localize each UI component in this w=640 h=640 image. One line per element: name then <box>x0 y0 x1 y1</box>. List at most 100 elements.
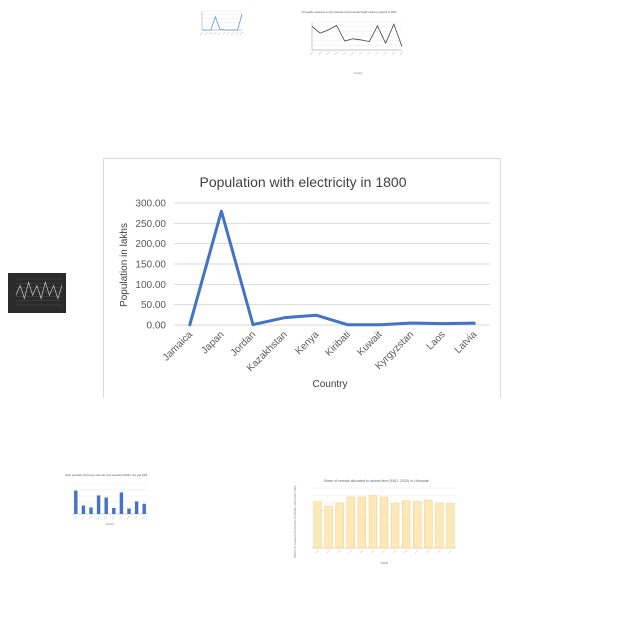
thumbnail-line-chart-blue[interactable] <box>188 6 248 40</box>
chart-title: Population with electricity in 1800 <box>199 174 406 190</box>
x-tick-label: Kuwait <box>356 329 385 358</box>
thumb-x-tick <box>222 32 225 35</box>
thumb-x-tick <box>227 32 230 35</box>
thumb-x-tick <box>343 52 346 55</box>
thumbnail-line-chart-blue-svg <box>188 6 248 40</box>
thumbnail-urban-population-bar-chart[interactable]: Urban population (%) living in cities wi… <box>62 470 150 526</box>
thumb-bar <box>127 509 130 514</box>
thumb-x-tick <box>127 516 130 519</box>
thumb-x-tick <box>326 52 329 55</box>
main-line-chart: Population with electricity in 1800 Popu… <box>104 159 501 398</box>
thumb-bar <box>436 503 444 548</box>
thumb-x-tick <box>231 32 234 35</box>
thumb-x-tick <box>437 550 440 553</box>
thumb-x-tick <box>209 32 212 35</box>
thumb-x-tick <box>119 516 122 519</box>
thumb-x-tick <box>218 32 221 35</box>
thumb-bar <box>89 507 92 514</box>
thumb-x-tick <box>426 550 429 553</box>
thumb-bar <box>336 503 344 548</box>
y-axis-label: Population in lakhs <box>119 223 130 307</box>
thumb-x-tick <box>448 550 451 553</box>
thumb-x-tick <box>74 516 77 519</box>
thumbnail-cereals-xlabel: YEAR <box>380 561 389 565</box>
thumb-bar <box>424 500 432 548</box>
thumb-x-tick <box>384 52 387 55</box>
thumb-bar <box>413 502 421 549</box>
y-tick-label: 100.00 <box>135 280 166 291</box>
thumb-x-tick <box>359 52 362 55</box>
thumb-bar <box>347 497 355 548</box>
thumb-x-tick <box>371 550 374 553</box>
x-tick-label: Kiribati <box>324 329 353 358</box>
y-tick-label: 300.00 <box>135 199 166 210</box>
thumbnail-air-quality-chart-svg: Air quality measures on the national env… <box>290 8 408 76</box>
thumb-series-line <box>202 14 242 30</box>
thumb-x-tick <box>310 52 313 55</box>
thumb-bar <box>97 495 100 514</box>
thumb-x-tick <box>351 52 354 55</box>
thumb-x-tick <box>97 516 100 519</box>
x-tick-label: Japan <box>199 329 226 356</box>
thumb-series-line <box>16 282 62 298</box>
thumb-x-tick <box>367 52 370 55</box>
thumb-x-tick <box>392 52 395 55</box>
thumb-x-tick <box>400 52 403 55</box>
thumb-x-tick <box>349 550 352 553</box>
thumbnail-urban-population-svg: Urban population (%) living in cities wi… <box>62 470 150 526</box>
thumb-x-tick <box>360 550 363 553</box>
y-tick-label: 0.00 <box>147 321 167 332</box>
thumb-bar <box>391 503 399 548</box>
thumb-series-line <box>312 24 402 46</box>
thumbnail-urban-population-title: Urban population (%) living in cities wi… <box>65 474 148 477</box>
thumb-x-tick <box>404 550 407 553</box>
thumb-bar <box>135 501 138 514</box>
thumb-x-tick <box>318 52 321 55</box>
thumb-x-tick <box>89 516 92 519</box>
thumbnail-dark-line-chart-svg <box>8 273 66 313</box>
thumb-x-tick <box>135 516 138 519</box>
x-tick-label: Jordan <box>229 329 258 358</box>
thumb-bar <box>112 508 115 514</box>
thumb-x-tick <box>104 516 107 519</box>
thumb-x-tick <box>236 32 239 35</box>
series-line <box>190 211 474 325</box>
x-axis-label: Country <box>312 379 347 390</box>
thumb-bar <box>104 498 107 515</box>
thumb-x-tick <box>393 550 396 553</box>
y-tick-label: 50.00 <box>141 300 166 311</box>
y-tick-label: 200.00 <box>135 239 166 250</box>
thumb-bar <box>369 496 377 549</box>
thumb-bar <box>325 506 333 548</box>
thumbnail-air-quality-xlabel: Country <box>353 71 363 75</box>
thumb-bar <box>402 501 410 548</box>
thumb-x-tick <box>382 550 385 553</box>
thumbnail-cereals-ylabel: SHARE OF CEREALS ALLOCATED TO ANIMAL FEE… <box>294 486 297 559</box>
thumbnail-air-quality-chart[interactable]: Air quality measures on the national env… <box>290 8 408 76</box>
thumb-x-tick <box>81 516 84 519</box>
x-tick-label: Latvia <box>453 329 480 356</box>
thumbnail-cereals-title: Share of cereals allocated to animal fee… <box>323 479 428 483</box>
y-tick-label: 250.00 <box>135 219 166 230</box>
thumb-x-tick <box>375 52 378 55</box>
main-chart-panel: Population with electricity in 1800 Popu… <box>103 158 501 398</box>
thumb-x-tick <box>142 516 145 519</box>
thumbnail-urban-population-xlabel: Country <box>106 523 115 526</box>
y-tick-label: 150.00 <box>135 260 166 271</box>
thumb-x-tick <box>240 32 243 35</box>
thumbnail-cereals-bar-chart[interactable]: Share of cereals allocated to animal fee… <box>290 474 462 566</box>
thumb-x-tick <box>415 550 418 553</box>
x-tick-label: Laos <box>425 329 448 352</box>
thumb-bar <box>358 497 366 548</box>
thumb-x-tick <box>204 32 207 35</box>
thumb-bar <box>314 502 322 549</box>
thumb-x-tick <box>200 32 203 35</box>
thumb-bar <box>120 492 123 514</box>
thumb-x-tick <box>316 550 319 553</box>
thumbnail-cereals-svg: Share of cereals allocated to animal fee… <box>290 474 462 566</box>
thumbnail-dark-line-chart[interactable] <box>8 273 66 313</box>
thumb-bar <box>82 506 85 514</box>
thumb-x-tick <box>213 32 216 35</box>
thumb-bar <box>380 497 388 548</box>
thumb-bar <box>447 504 455 548</box>
